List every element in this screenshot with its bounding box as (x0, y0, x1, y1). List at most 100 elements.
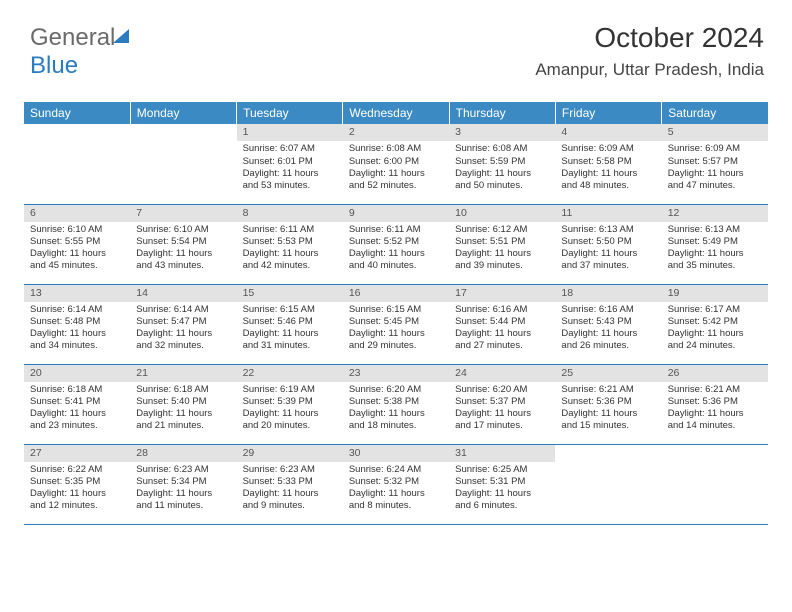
sunrise-text: Sunrise: 6:14 AM (30, 304, 124, 316)
sunrise-text: Sunrise: 6:10 AM (30, 224, 124, 236)
day-details: Sunrise: 6:23 AMSunset: 5:34 PMDaylight:… (130, 462, 236, 517)
calendar-day-cell: 20Sunrise: 6:18 AMSunset: 5:41 PMDayligh… (24, 364, 130, 444)
day-details: Sunrise: 6:15 AMSunset: 5:45 PMDaylight:… (343, 302, 449, 357)
calendar-day-cell: 7Sunrise: 6:10 AMSunset: 5:54 PMDaylight… (130, 204, 236, 284)
day-details: Sunrise: 6:10 AMSunset: 5:54 PMDaylight:… (130, 222, 236, 277)
sunrise-text: Sunrise: 6:21 AM (561, 384, 655, 396)
daylight-text: Daylight: 11 hours and 43 minutes. (136, 248, 230, 272)
day-number: 7 (130, 205, 236, 222)
day-details: Sunrise: 6:14 AMSunset: 5:48 PMDaylight:… (24, 302, 130, 357)
sunset-text: Sunset: 5:33 PM (243, 476, 337, 488)
daylight-text: Daylight: 11 hours and 20 minutes. (243, 408, 337, 432)
day-details: Sunrise: 6:14 AMSunset: 5:47 PMDaylight:… (130, 302, 236, 357)
daylight-text: Daylight: 11 hours and 8 minutes. (349, 488, 443, 512)
daylight-text: Daylight: 11 hours and 31 minutes. (243, 328, 337, 352)
day-number: 19 (662, 285, 768, 302)
calendar-day-cell (130, 124, 236, 204)
daylight-text: Daylight: 11 hours and 32 minutes. (136, 328, 230, 352)
sunset-text: Sunset: 5:46 PM (243, 316, 337, 328)
daylight-text: Daylight: 11 hours and 26 minutes. (561, 328, 655, 352)
calendar-day-cell (24, 124, 130, 204)
daylight-text: Daylight: 11 hours and 50 minutes. (455, 168, 549, 192)
day-number: 10 (449, 205, 555, 222)
day-details: Sunrise: 6:21 AMSunset: 5:36 PMDaylight:… (662, 382, 768, 437)
calendar-day-cell: 14Sunrise: 6:14 AMSunset: 5:47 PMDayligh… (130, 284, 236, 364)
day-details: Sunrise: 6:18 AMSunset: 5:41 PMDaylight:… (24, 382, 130, 437)
calendar-day-cell: 8Sunrise: 6:11 AMSunset: 5:53 PMDaylight… (237, 204, 343, 284)
day-details: Sunrise: 6:16 AMSunset: 5:44 PMDaylight:… (449, 302, 555, 357)
sunrise-text: Sunrise: 6:08 AM (349, 143, 443, 155)
sunrise-text: Sunrise: 6:25 AM (455, 464, 549, 476)
calendar-day-cell: 11Sunrise: 6:13 AMSunset: 5:50 PMDayligh… (555, 204, 661, 284)
calendar-table: Sunday Monday Tuesday Wednesday Thursday… (24, 102, 768, 525)
day-details: Sunrise: 6:09 AMSunset: 5:57 PMDaylight:… (662, 141, 768, 196)
sunset-text: Sunset: 5:45 PM (349, 316, 443, 328)
day-number: 17 (449, 285, 555, 302)
day-details: Sunrise: 6:22 AMSunset: 5:35 PMDaylight:… (24, 462, 130, 517)
calendar-day-cell: 21Sunrise: 6:18 AMSunset: 5:40 PMDayligh… (130, 364, 236, 444)
day-number: 5 (662, 124, 768, 141)
sunrise-text: Sunrise: 6:20 AM (349, 384, 443, 396)
daylight-text: Daylight: 11 hours and 18 minutes. (349, 408, 443, 432)
daylight-text: Daylight: 11 hours and 34 minutes. (30, 328, 124, 352)
calendar-week-row: 1Sunrise: 6:07 AMSunset: 6:01 PMDaylight… (24, 124, 768, 204)
calendar-week-row: 6Sunrise: 6:10 AMSunset: 5:55 PMDaylight… (24, 204, 768, 284)
sunset-text: Sunset: 5:48 PM (30, 316, 124, 328)
sunrise-text: Sunrise: 6:23 AM (136, 464, 230, 476)
day-details: Sunrise: 6:16 AMSunset: 5:43 PMDaylight:… (555, 302, 661, 357)
calendar-week-row: 20Sunrise: 6:18 AMSunset: 5:41 PMDayligh… (24, 364, 768, 444)
weekday-header: Saturday (662, 102, 768, 124)
calendar-day-cell: 15Sunrise: 6:15 AMSunset: 5:46 PMDayligh… (237, 284, 343, 364)
sunset-text: Sunset: 5:49 PM (668, 236, 762, 248)
daylight-text: Daylight: 11 hours and 37 minutes. (561, 248, 655, 272)
sunset-text: Sunset: 6:01 PM (243, 156, 337, 168)
sunrise-text: Sunrise: 6:15 AM (349, 304, 443, 316)
sunset-text: Sunset: 5:39 PM (243, 396, 337, 408)
sunrise-text: Sunrise: 6:21 AM (668, 384, 762, 396)
calendar-day-cell: 4Sunrise: 6:09 AMSunset: 5:58 PMDaylight… (555, 124, 661, 204)
calendar-day-cell: 27Sunrise: 6:22 AMSunset: 5:35 PMDayligh… (24, 444, 130, 524)
month-title: October 2024 (535, 22, 764, 54)
sunset-text: Sunset: 5:58 PM (561, 156, 655, 168)
brand-logo: General Blue (30, 24, 129, 80)
day-details: Sunrise: 6:13 AMSunset: 5:49 PMDaylight:… (662, 222, 768, 277)
calendar-day-cell: 18Sunrise: 6:16 AMSunset: 5:43 PMDayligh… (555, 284, 661, 364)
calendar-day-cell: 3Sunrise: 6:08 AMSunset: 5:59 PMDaylight… (449, 124, 555, 204)
day-number: 8 (237, 205, 343, 222)
day-number: 20 (24, 365, 130, 382)
calendar-day-cell: 1Sunrise: 6:07 AMSunset: 6:01 PMDaylight… (237, 124, 343, 204)
daylight-text: Daylight: 11 hours and 23 minutes. (30, 408, 124, 432)
sunrise-text: Sunrise: 6:09 AM (668, 143, 762, 155)
calendar-day-cell: 22Sunrise: 6:19 AMSunset: 5:39 PMDayligh… (237, 364, 343, 444)
day-details: Sunrise: 6:13 AMSunset: 5:50 PMDaylight:… (555, 222, 661, 277)
calendar-day-cell: 12Sunrise: 6:13 AMSunset: 5:49 PMDayligh… (662, 204, 768, 284)
sunset-text: Sunset: 5:52 PM (349, 236, 443, 248)
daylight-text: Daylight: 11 hours and 52 minutes. (349, 168, 443, 192)
sunset-text: Sunset: 5:55 PM (30, 236, 124, 248)
calendar-day-cell: 10Sunrise: 6:12 AMSunset: 5:51 PMDayligh… (449, 204, 555, 284)
sunrise-text: Sunrise: 6:12 AM (455, 224, 549, 236)
sunrise-text: Sunrise: 6:20 AM (455, 384, 549, 396)
calendar-day-cell: 19Sunrise: 6:17 AMSunset: 5:42 PMDayligh… (662, 284, 768, 364)
daylight-text: Daylight: 11 hours and 42 minutes. (243, 248, 337, 272)
calendar-day-cell: 30Sunrise: 6:24 AMSunset: 5:32 PMDayligh… (343, 444, 449, 524)
day-details: Sunrise: 6:20 AMSunset: 5:38 PMDaylight:… (343, 382, 449, 437)
sunset-text: Sunset: 5:37 PM (455, 396, 549, 408)
day-details: Sunrise: 6:25 AMSunset: 5:31 PMDaylight:… (449, 462, 555, 517)
day-details: Sunrise: 6:17 AMSunset: 5:42 PMDaylight:… (662, 302, 768, 357)
sunrise-text: Sunrise: 6:14 AM (136, 304, 230, 316)
weekday-header: Thursday (449, 102, 555, 124)
sunrise-text: Sunrise: 6:11 AM (349, 224, 443, 236)
sunrise-text: Sunrise: 6:13 AM (668, 224, 762, 236)
day-details: Sunrise: 6:12 AMSunset: 5:51 PMDaylight:… (449, 222, 555, 277)
day-number: 15 (237, 285, 343, 302)
weekday-header-row: Sunday Monday Tuesday Wednesday Thursday… (24, 102, 768, 124)
sunset-text: Sunset: 5:47 PM (136, 316, 230, 328)
sunset-text: Sunset: 5:53 PM (243, 236, 337, 248)
calendar-week-row: 13Sunrise: 6:14 AMSunset: 5:48 PMDayligh… (24, 284, 768, 364)
sunrise-text: Sunrise: 6:16 AM (455, 304, 549, 316)
day-number: 9 (343, 205, 449, 222)
location-subtitle: Amanpur, Uttar Pradesh, India (535, 60, 764, 80)
weekday-header: Friday (555, 102, 661, 124)
daylight-text: Daylight: 11 hours and 29 minutes. (349, 328, 443, 352)
